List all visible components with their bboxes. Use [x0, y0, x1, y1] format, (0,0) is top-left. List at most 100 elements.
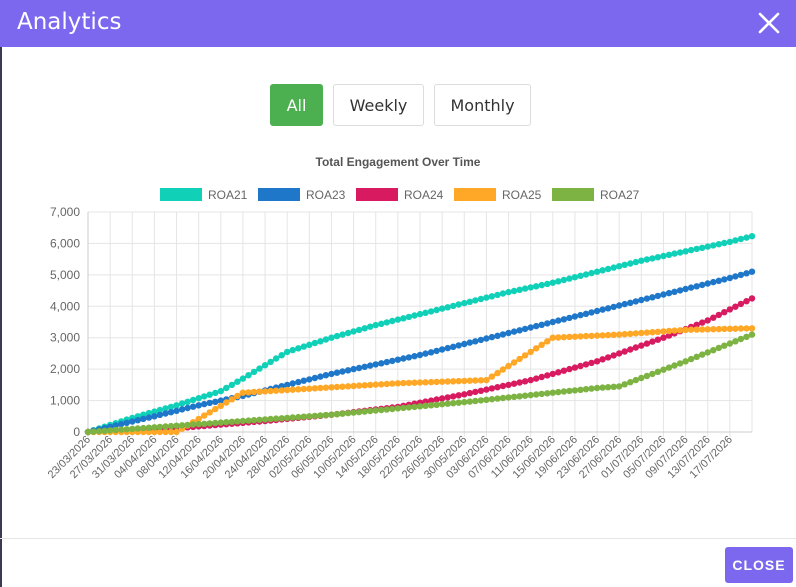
data-point[interactable] [737, 325, 745, 332]
data-point[interactable] [560, 276, 568, 284]
data-point[interactable] [510, 328, 518, 335]
data-point[interactable] [206, 399, 213, 407]
data-point[interactable] [173, 422, 180, 429]
data-point[interactable] [250, 368, 258, 376]
data-point[interactable] [123, 426, 130, 433]
data-point[interactable] [405, 354, 413, 361]
data-point[interactable] [389, 357, 396, 365]
data-point[interactable] [284, 414, 291, 422]
data-point[interactable] [411, 379, 418, 386]
data-point[interactable] [671, 250, 678, 257]
legend-label-roa21[interactable]: ROA21 [208, 188, 248, 202]
data-point[interactable] [571, 387, 579, 394]
data-point[interactable] [383, 319, 390, 326]
data-point[interactable] [715, 311, 722, 319]
data-point[interactable] [748, 331, 756, 338]
data-point[interactable] [593, 332, 601, 339]
data-point[interactable] [582, 310, 590, 317]
data-point[interactable] [450, 302, 457, 310]
data-point[interactable] [687, 326, 695, 333]
data-point[interactable] [544, 390, 551, 397]
data-point[interactable] [616, 331, 623, 338]
data-point[interactable] [350, 365, 357, 373]
data-point[interactable] [217, 387, 224, 395]
data-point[interactable] [333, 332, 341, 340]
data-point[interactable] [610, 352, 617, 359]
data-point[interactable] [433, 347, 440, 355]
data-point[interactable] [261, 362, 269, 369]
data-point[interactable] [483, 396, 490, 403]
data-point[interactable] [239, 375, 247, 382]
data-point[interactable] [560, 334, 568, 341]
data-point[interactable] [306, 385, 313, 392]
data-point[interactable] [333, 383, 341, 391]
data-point[interactable] [156, 406, 164, 414]
data-point[interactable] [516, 355, 523, 363]
data-point[interactable] [112, 426, 119, 434]
data-point[interactable] [156, 428, 164, 436]
data-point[interactable] [555, 388, 562, 396]
data-point[interactable] [189, 396, 197, 404]
data-point[interactable] [256, 365, 263, 372]
data-point[interactable] [300, 377, 307, 384]
data-point[interactable] [250, 388, 258, 396]
data-point[interactable] [444, 400, 451, 407]
data-point[interactable] [145, 414, 153, 421]
data-point[interactable] [743, 333, 750, 340]
data-point[interactable] [483, 335, 490, 342]
data-point[interactable] [726, 238, 734, 246]
data-point[interactable] [687, 246, 695, 254]
data-point[interactable] [339, 331, 346, 338]
data-point[interactable] [389, 380, 396, 387]
data-point[interactable] [427, 308, 435, 315]
data-point[interactable] [372, 407, 379, 414]
data-point[interactable] [405, 404, 413, 411]
legend-label-roa23[interactable]: ROA23 [306, 188, 346, 202]
data-point[interactable] [272, 355, 280, 362]
data-point[interactable] [549, 370, 556, 378]
data-point[interactable] [510, 393, 518, 400]
data-point[interactable] [355, 408, 363, 416]
data-point[interactable] [151, 408, 158, 415]
data-point[interactable] [748, 233, 756, 240]
data-point[interactable] [593, 358, 601, 365]
data-point[interactable] [223, 399, 230, 406]
data-point[interactable] [743, 234, 750, 241]
data-point[interactable] [328, 411, 335, 418]
legend-swatch-roa24[interactable] [356, 188, 398, 201]
data-point[interactable] [682, 358, 689, 365]
data-point[interactable] [195, 402, 202, 409]
data-point[interactable] [206, 409, 213, 416]
data-point[interactable] [649, 255, 656, 262]
data-point[interactable] [444, 304, 451, 311]
data-point[interactable] [466, 298, 473, 305]
data-point[interactable] [267, 387, 274, 395]
data-point[interactable] [593, 307, 601, 315]
data-point[interactable] [195, 395, 202, 402]
data-point[interactable] [704, 243, 711, 250]
data-point[interactable] [638, 329, 645, 337]
data-point[interactable] [245, 417, 252, 424]
data-point[interactable] [483, 386, 490, 393]
data-point[interactable] [433, 401, 440, 408]
data-point[interactable] [621, 261, 628, 268]
data-point[interactable] [455, 301, 462, 308]
data-point[interactable] [743, 270, 750, 277]
data-point[interactable] [416, 379, 424, 386]
data-point[interactable] [195, 415, 202, 423]
data-point[interactable] [654, 336, 662, 343]
data-point[interactable] [555, 278, 562, 285]
data-point[interactable] [372, 321, 379, 329]
data-point[interactable] [361, 408, 368, 415]
data-point[interactable] [582, 361, 590, 368]
data-point[interactable] [682, 326, 689, 334]
data-point[interactable] [726, 340, 734, 347]
data-point[interactable] [234, 418, 241, 425]
data-point[interactable] [638, 342, 645, 349]
data-point[interactable] [367, 323, 374, 330]
data-point[interactable] [450, 393, 457, 400]
data-point[interactable] [510, 359, 518, 366]
data-point[interactable] [339, 410, 346, 417]
data-point[interactable] [632, 344, 639, 351]
data-point[interactable] [145, 424, 153, 431]
